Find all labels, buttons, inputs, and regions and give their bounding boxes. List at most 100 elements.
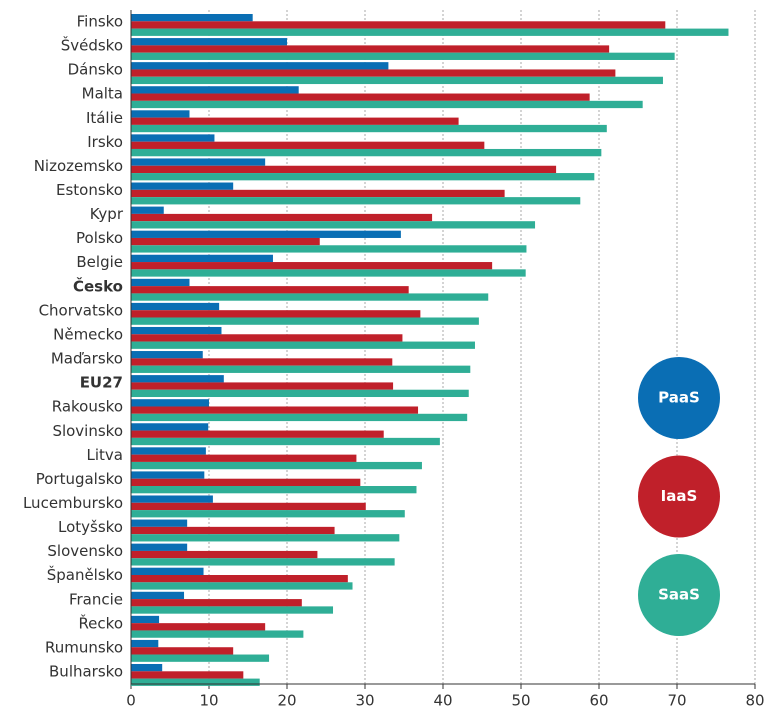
- bar: [131, 182, 234, 190]
- bar: [131, 664, 163, 672]
- bar: [131, 189, 505, 198]
- bar: [131, 52, 675, 60]
- y-tick-label: Dánsko: [68, 61, 123, 79]
- bar: [131, 245, 527, 253]
- bar: [131, 630, 304, 638]
- y-tick-label: Lucembursko: [23, 494, 123, 512]
- y-tick-label: Švédsko: [61, 36, 123, 55]
- bar: [131, 269, 526, 277]
- bar: [131, 38, 287, 46]
- bar: [131, 310, 421, 318]
- bar: [131, 206, 164, 214]
- y-tick-label: Maďarsko: [51, 350, 123, 368]
- bar: [131, 558, 395, 566]
- bar: [131, 647, 234, 655]
- bar: [131, 399, 209, 407]
- y-tick-label: Belgie: [76, 253, 123, 271]
- bar: [131, 302, 220, 311]
- bar: [131, 495, 213, 503]
- bar: [131, 110, 190, 118]
- bar: [131, 141, 485, 149]
- bar: [131, 213, 433, 222]
- bar: [131, 615, 160, 624]
- bar: [131, 254, 273, 263]
- bar: [131, 382, 394, 390]
- x-tick-label: 80: [745, 692, 764, 710]
- bar: [131, 639, 159, 648]
- legend-label: IaaS: [661, 487, 698, 505]
- bar: [131, 262, 493, 270]
- bar: [131, 14, 253, 22]
- bar: [131, 413, 468, 422]
- bar: [131, 543, 188, 551]
- bar: [131, 197, 581, 205]
- bar: [131, 293, 489, 301]
- bar: [131, 93, 590, 101]
- bar: [131, 341, 475, 349]
- bar: [131, 76, 663, 85]
- bar: [131, 599, 302, 607]
- x-tick-label: 70: [667, 692, 686, 710]
- y-tick-label: Polsko: [76, 229, 123, 247]
- y-tick-label: Bulharsko: [49, 663, 123, 681]
- bar: [131, 606, 334, 614]
- legend-label: PaaS: [658, 389, 700, 407]
- y-tick-label: Německo: [53, 325, 123, 343]
- y-tick-label: Rumunsko: [45, 638, 123, 656]
- bar: [131, 461, 422, 470]
- y-tick-label: Francie: [69, 590, 123, 608]
- bar: [131, 526, 335, 535]
- x-tick-label: 10: [199, 692, 218, 710]
- bar: [131, 286, 409, 294]
- bar: [131, 423, 209, 431]
- y-tick-label: Finsko: [77, 13, 123, 31]
- legend-swatch: [638, 455, 720, 538]
- bar: [131, 430, 384, 438]
- bar: [131, 62, 389, 70]
- x-tick-label: 30: [355, 692, 374, 710]
- bar: [131, 358, 393, 366]
- y-tick-label: Španělsko: [47, 565, 123, 584]
- bar: [131, 502, 366, 511]
- bar: [131, 623, 266, 631]
- bar: [131, 237, 320, 246]
- y-tick-label: Litva: [87, 446, 123, 464]
- bar: [131, 28, 729, 36]
- y-tick-label: Nizozemsko: [34, 157, 123, 175]
- bar: [131, 100, 643, 109]
- bar: [131, 69, 616, 77]
- y-tick-label: Chorvatsko: [39, 301, 123, 319]
- y-tick-label: Česko: [73, 276, 123, 295]
- bar: [131, 124, 607, 133]
- y-tick-label: Portugalsko: [36, 470, 123, 488]
- bar: [131, 575, 348, 583]
- bar: [131, 21, 666, 29]
- y-tick-label: Rakousko: [52, 398, 123, 416]
- y-tick-label: Slovensko: [47, 542, 123, 560]
- bar: [131, 230, 401, 238]
- x-tick-label: 60: [589, 692, 608, 710]
- legend-label: SaaS: [658, 586, 700, 604]
- x-tick-label: 50: [511, 692, 530, 710]
- bar: [131, 671, 244, 679]
- bar: [131, 654, 270, 662]
- y-tick-label: Estonsko: [56, 181, 123, 199]
- bar: [131, 534, 400, 542]
- legend-swatch: [638, 357, 720, 439]
- bar: [131, 317, 479, 325]
- y-tick-label: Irsko: [87, 133, 123, 151]
- bar: [131, 478, 361, 487]
- y-tick-label: Řecko: [78, 613, 123, 632]
- legend-swatch: [638, 554, 720, 636]
- bar: [131, 334, 403, 342]
- bar: [131, 117, 459, 125]
- bar: [131, 447, 206, 455]
- y-tick-label: Slovinsko: [52, 422, 123, 440]
- bar: [131, 519, 188, 527]
- bar: [131, 148, 602, 157]
- bar: [131, 406, 419, 414]
- bar: [131, 221, 536, 229]
- bar: [131, 510, 405, 518]
- y-tick-label: Itálie: [86, 109, 123, 127]
